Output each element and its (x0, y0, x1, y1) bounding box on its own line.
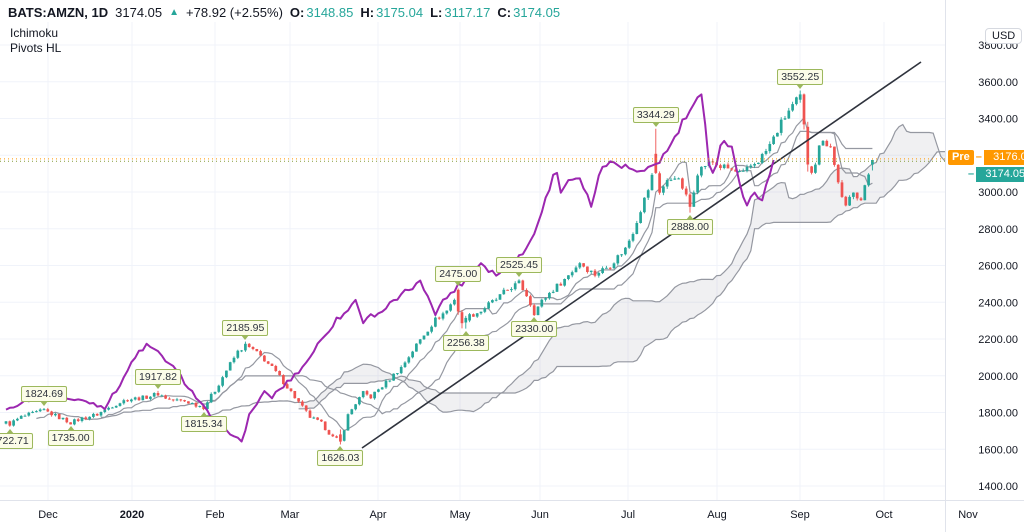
legend-last-price: 3174.05 (115, 4, 163, 20)
price-tick-label: 2600.00 (978, 261, 1018, 273)
symbol-legend[interactable]: BATS:AMZN, 1D 3174.05 ▲ +78.92 (+2.55%) … (8, 4, 560, 20)
symbol-title[interactable]: BATS:AMZN, 1D (8, 4, 109, 20)
price-tick-label: 1400.00 (978, 481, 1018, 493)
pre-price-value: 3176.00 (983, 150, 1024, 165)
close-value: 3174.05 (513, 4, 561, 20)
senkou-b-line (298, 151, 945, 410)
time-tick-label: Mar (281, 509, 300, 521)
time-tick-label: May (450, 509, 471, 521)
price-tick-label: 2400.00 (978, 297, 1018, 309)
pre-label: Pre (948, 150, 974, 165)
time-tick-label: Nov (958, 509, 978, 521)
chikou-line (5, 93, 775, 443)
ichimoku-cloud (298, 124, 945, 413)
last-dash: – (968, 168, 975, 180)
premarket-price-badge: Pre – 3176.00 (948, 150, 1024, 165)
candles-layer (4, 90, 874, 445)
kijun-line (101, 130, 873, 418)
time-tick-label: Oct (875, 509, 892, 521)
indicator-ichimoku[interactable]: Ichimoku (10, 26, 59, 40)
pre-dash: – (975, 151, 982, 163)
time-axis[interactable]: Dec 2020 Feb Mar Apr May Jun Jul Aug Sep Oct Nov (38, 509, 978, 521)
price-tick-label: 1600.00 (978, 444, 1018, 456)
grid (0, 22, 945, 500)
low-value: 3117.17 (444, 4, 491, 20)
high-label: H: (360, 4, 375, 20)
time-tick-label: Jun (531, 509, 549, 521)
tenkan-line (36, 116, 873, 432)
price-tick-label: 1800.00 (978, 408, 1018, 420)
indicator-legend: Ichimoku Pivots HL (10, 26, 61, 56)
price-tick-label: 3000.00 (978, 187, 1018, 199)
currency-chip[interactable]: USD (985, 28, 1023, 44)
time-tick-label: Feb (206, 509, 225, 521)
time-tick-label: Aug (707, 509, 727, 521)
time-tick-label: 2020 (120, 509, 144, 521)
last-price-value: 3174.05 (976, 167, 1024, 182)
price-tick-label: 2800.00 (978, 224, 1018, 236)
time-tick-label: Dec (38, 509, 58, 521)
low-label: L: (430, 4, 443, 20)
price-tick-label: 3400.00 (978, 114, 1018, 126)
price-tick-label: 2000.00 (978, 371, 1018, 383)
up-arrow-icon: ▲ (169, 6, 180, 18)
open-value: 3148.85 (306, 4, 354, 20)
time-tick-label: Jul (621, 509, 635, 521)
price-axis[interactable]: 3800.003600.003400.003000.002800.002600.… (978, 40, 1018, 493)
price-tick-label: 3600.00 (978, 77, 1018, 89)
price-tick-label: 2200.00 (978, 334, 1018, 346)
indicator-pivots-hl[interactable]: Pivots HL (10, 41, 62, 55)
time-tick-label: Sep (790, 509, 810, 521)
legend-change: +78.92 (+2.55%) (186, 4, 283, 20)
close-label: C: (497, 4, 512, 20)
trend-line[interactable] (361, 61, 922, 449)
open-label: O: (289, 4, 305, 20)
plot-area[interactable] (0, 61, 971, 449)
time-tick-label: Apr (369, 509, 386, 521)
senkou-a-line (199, 123, 945, 419)
last-price-badge: – 3174.05 (966, 167, 1024, 182)
high-value: 3175.04 (376, 4, 424, 20)
